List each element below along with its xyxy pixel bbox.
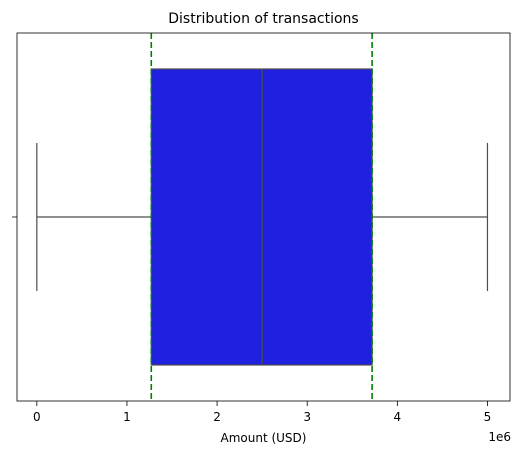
x-tick-label: 2 [213, 410, 221, 424]
x-tick-label: 0 [33, 410, 41, 424]
chart-title: Distribution of transactions [168, 11, 358, 27]
plot-area [12, 33, 489, 401]
x-tick-label: 5 [484, 410, 492, 424]
axes-frame [16, 32, 511, 402]
x-tick-label: 1 [123, 410, 131, 424]
x-axis-label: Amount (USD) [221, 431, 307, 445]
x-axis-ticks: 0 1 2 3 4 5 [33, 401, 491, 424]
x-tick-label: 4 [394, 410, 402, 424]
x-tick-label: 3 [303, 410, 311, 424]
x-axis-offset-label: 1e6 [488, 430, 511, 444]
